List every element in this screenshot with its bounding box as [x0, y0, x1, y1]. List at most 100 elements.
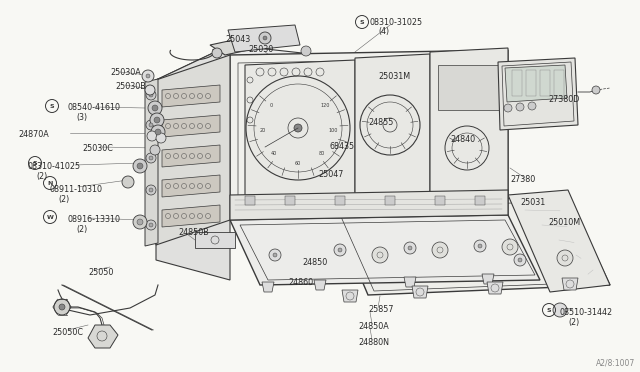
Text: 20: 20	[260, 128, 266, 132]
Polygon shape	[230, 190, 508, 220]
Text: 25857: 25857	[368, 305, 394, 314]
Polygon shape	[505, 65, 567, 102]
Text: (2): (2)	[568, 318, 579, 327]
Circle shape	[273, 253, 277, 257]
Circle shape	[146, 220, 156, 230]
Text: 25047: 25047	[318, 170, 344, 179]
Text: 0: 0	[269, 103, 273, 108]
Polygon shape	[314, 280, 326, 290]
Polygon shape	[210, 30, 295, 55]
Circle shape	[137, 219, 143, 225]
Circle shape	[154, 117, 160, 123]
Circle shape	[372, 247, 388, 263]
Text: 25031: 25031	[520, 198, 545, 207]
Circle shape	[553, 303, 567, 317]
Circle shape	[122, 176, 134, 188]
Text: 08510-31442: 08510-31442	[560, 308, 613, 317]
Circle shape	[151, 125, 165, 139]
Circle shape	[338, 248, 342, 252]
Polygon shape	[245, 60, 355, 200]
Text: 27380D: 27380D	[548, 95, 579, 104]
Circle shape	[155, 129, 161, 135]
Circle shape	[146, 74, 150, 78]
Circle shape	[404, 242, 416, 254]
Circle shape	[592, 86, 600, 94]
Circle shape	[263, 36, 267, 40]
Circle shape	[149, 156, 153, 160]
Text: 25030: 25030	[248, 45, 273, 54]
Text: 40: 40	[271, 151, 277, 156]
Text: 24860: 24860	[288, 278, 313, 287]
Text: S: S	[50, 103, 54, 109]
Polygon shape	[162, 205, 220, 227]
Circle shape	[294, 124, 302, 132]
Text: 25050: 25050	[88, 268, 113, 277]
Circle shape	[259, 32, 271, 44]
Text: 08310-41025: 08310-41025	[28, 162, 81, 171]
Text: (2): (2)	[76, 225, 87, 234]
Text: 24880N: 24880N	[358, 338, 389, 347]
Circle shape	[334, 244, 346, 256]
Circle shape	[149, 93, 153, 97]
Circle shape	[502, 239, 518, 255]
Polygon shape	[230, 50, 508, 220]
Polygon shape	[162, 145, 220, 167]
Text: 08916-13310: 08916-13310	[68, 215, 121, 224]
Polygon shape	[385, 196, 395, 205]
Polygon shape	[482, 274, 494, 284]
Text: 24840: 24840	[450, 135, 475, 144]
Circle shape	[149, 123, 153, 127]
Polygon shape	[335, 196, 345, 205]
Circle shape	[147, 131, 157, 141]
Text: 25010M: 25010M	[548, 218, 580, 227]
Text: 27380: 27380	[510, 175, 535, 184]
Polygon shape	[508, 190, 610, 292]
Polygon shape	[162, 175, 220, 197]
Polygon shape	[435, 196, 445, 205]
Circle shape	[142, 70, 154, 82]
Polygon shape	[230, 215, 540, 285]
Circle shape	[301, 46, 311, 56]
Polygon shape	[475, 196, 485, 205]
Text: 25043: 25043	[225, 35, 250, 44]
Circle shape	[146, 185, 156, 195]
Polygon shape	[162, 85, 220, 107]
Circle shape	[212, 48, 222, 58]
Polygon shape	[430, 48, 508, 200]
Circle shape	[54, 299, 70, 315]
Text: 24850: 24850	[302, 258, 327, 267]
Polygon shape	[262, 282, 274, 292]
Polygon shape	[162, 115, 220, 137]
Text: 25030B: 25030B	[115, 82, 146, 91]
Circle shape	[133, 215, 147, 229]
Polygon shape	[404, 277, 416, 287]
Circle shape	[133, 159, 147, 173]
Polygon shape	[195, 232, 235, 248]
Polygon shape	[145, 79, 158, 246]
Text: 25030C: 25030C	[82, 144, 113, 153]
Circle shape	[146, 90, 156, 100]
Polygon shape	[562, 278, 578, 290]
Polygon shape	[330, 196, 610, 295]
Text: 25050C: 25050C	[52, 328, 83, 337]
Text: 80: 80	[319, 151, 325, 156]
Text: 68435: 68435	[330, 142, 355, 151]
Circle shape	[557, 250, 573, 266]
Circle shape	[156, 133, 166, 143]
Circle shape	[528, 102, 536, 110]
Text: 25031M: 25031M	[378, 72, 410, 81]
Circle shape	[145, 85, 155, 95]
Text: N: N	[47, 180, 52, 186]
Polygon shape	[156, 55, 230, 245]
Text: (4): (4)	[378, 27, 389, 36]
Polygon shape	[228, 25, 300, 52]
Text: 25030A: 25030A	[110, 68, 141, 77]
Polygon shape	[487, 282, 503, 294]
Circle shape	[149, 188, 153, 192]
Polygon shape	[285, 196, 295, 205]
Circle shape	[408, 246, 412, 250]
Polygon shape	[88, 325, 118, 348]
Text: 60: 60	[295, 160, 301, 166]
Text: 24855: 24855	[368, 118, 394, 127]
Text: 08540-41610: 08540-41610	[68, 103, 121, 112]
